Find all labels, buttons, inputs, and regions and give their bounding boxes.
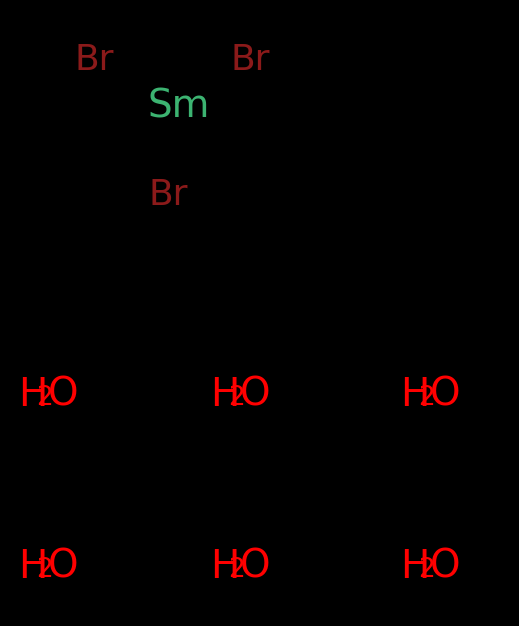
Text: Br: Br — [75, 43, 115, 77]
Text: O: O — [430, 548, 460, 586]
Text: 2: 2 — [418, 385, 435, 411]
Text: Br: Br — [148, 178, 187, 212]
Text: H: H — [210, 548, 239, 586]
Text: O: O — [240, 548, 270, 586]
Text: O: O — [430, 376, 460, 414]
Text: H: H — [18, 376, 47, 414]
Text: 2: 2 — [36, 385, 53, 411]
Text: H: H — [400, 548, 429, 586]
Text: 2: 2 — [36, 557, 53, 583]
Text: 2: 2 — [418, 557, 435, 583]
Text: O: O — [48, 376, 78, 414]
Text: O: O — [48, 548, 78, 586]
Text: H: H — [18, 548, 47, 586]
Text: 2: 2 — [228, 385, 245, 411]
Text: O: O — [240, 376, 270, 414]
Text: H: H — [400, 376, 429, 414]
Text: Sm: Sm — [148, 88, 210, 126]
Text: 2: 2 — [228, 557, 245, 583]
Text: H: H — [210, 376, 239, 414]
Text: Br: Br — [230, 43, 269, 77]
